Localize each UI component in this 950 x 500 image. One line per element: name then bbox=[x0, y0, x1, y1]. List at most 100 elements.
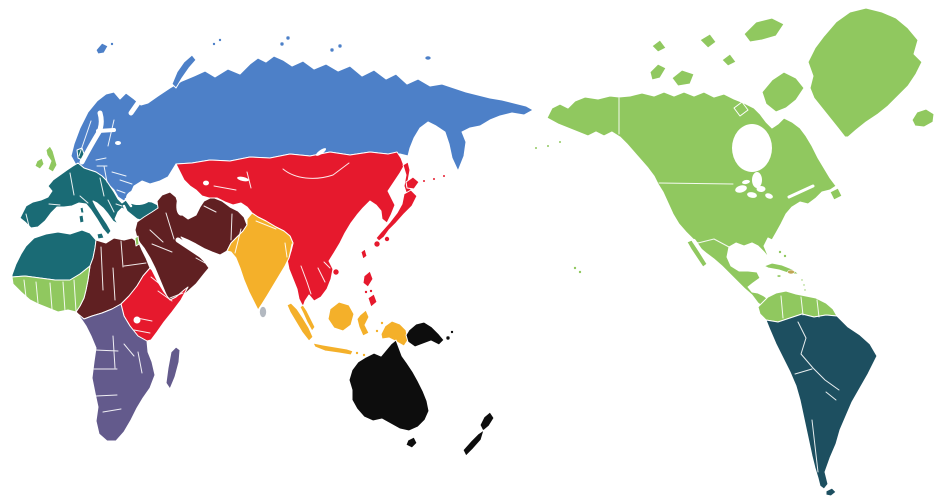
malay-peninsula bbox=[299, 304, 316, 332]
china-central-se-asia bbox=[175, 151, 405, 308]
sardinia-island bbox=[78, 214, 85, 224]
hokkaido-island bbox=[405, 176, 420, 190]
greenland bbox=[807, 7, 923, 138]
kuril-islet bbox=[432, 177, 436, 181]
caspian-sea bbox=[176, 186, 192, 216]
lesser-sunda-islet bbox=[355, 351, 359, 355]
border-lines-west-africa bbox=[23, 279, 77, 312]
hainan-island bbox=[332, 268, 340, 276]
luzon-island bbox=[362, 270, 374, 288]
hudson-bay bbox=[732, 124, 772, 172]
kyushu-island bbox=[373, 240, 381, 248]
border-lines-southern-africa bbox=[93, 335, 143, 413]
mindanao-island bbox=[367, 293, 378, 308]
region-southern-africa bbox=[75, 303, 181, 442]
border-lines-south-asia bbox=[234, 220, 293, 259]
victoria-island bbox=[671, 69, 695, 87]
tasmania-island bbox=[405, 436, 418, 449]
border-lines-middle-east bbox=[149, 205, 233, 299]
lesser-antilles-islet bbox=[803, 288, 807, 292]
ellesmere-island bbox=[743, 17, 785, 43]
arctic-islet bbox=[721, 53, 737, 67]
sea-of-okhotsk bbox=[420, 131, 444, 165]
sumatra-island bbox=[286, 302, 314, 342]
sakhalin-island bbox=[402, 161, 412, 196]
svalbard-islet bbox=[110, 42, 114, 46]
borneo-island bbox=[327, 301, 355, 332]
severnaya-zemlya-islet bbox=[279, 41, 285, 47]
white-sea-channel bbox=[128, 100, 141, 116]
great-lake bbox=[742, 179, 750, 185]
gulf-of-california bbox=[692, 239, 711, 265]
aral-sea bbox=[203, 180, 209, 186]
region-hispaniola bbox=[787, 269, 795, 275]
new-britain-islet bbox=[445, 335, 451, 341]
border-lines-scandinavia-east-europe bbox=[78, 119, 133, 194]
australia-mainland bbox=[348, 339, 430, 432]
arctic-islet bbox=[651, 39, 667, 53]
lesser-antilles-islet bbox=[800, 278, 804, 282]
border-lines-north-africa bbox=[100, 240, 147, 301]
lake-baikal bbox=[315, 148, 327, 156]
kuril-islet bbox=[442, 174, 446, 178]
corsica-island bbox=[79, 206, 85, 214]
moluccas-islet bbox=[380, 321, 384, 325]
ireland-island bbox=[34, 157, 45, 170]
inland-seas bbox=[115, 124, 773, 324]
country-borders bbox=[23, 97, 840, 473]
region-south-asia-indonesia bbox=[226, 212, 409, 359]
shikoku-island bbox=[384, 236, 390, 242]
arctic-islet bbox=[699, 33, 717, 49]
visayas-islet bbox=[364, 290, 368, 294]
great-lake bbox=[747, 192, 757, 198]
border-lines-south-america bbox=[780, 295, 840, 473]
great-britain-island bbox=[45, 145, 58, 173]
region-south-america bbox=[765, 313, 878, 497]
madagascar-island bbox=[165, 346, 181, 390]
sri-lanka-island bbox=[259, 306, 267, 318]
border-lines-europe bbox=[25, 172, 123, 227]
wrangel-island bbox=[424, 55, 432, 61]
great-lake bbox=[735, 185, 747, 193]
baffin-island bbox=[761, 71, 805, 113]
north-america-mainland bbox=[546, 91, 837, 314]
lesser-antilles-islet bbox=[802, 283, 806, 287]
new-siberian-islet bbox=[337, 43, 343, 49]
lake-ladoga bbox=[115, 141, 121, 145]
region-oceania bbox=[348, 321, 495, 457]
south-america-mainland bbox=[765, 313, 878, 490]
israel bbox=[134, 235, 140, 247]
bahamas-islet bbox=[783, 254, 787, 258]
lake-balkhash bbox=[237, 176, 249, 182]
franz-josef-islet bbox=[212, 42, 216, 46]
black-sea bbox=[126, 188, 152, 206]
svalbard-island bbox=[95, 42, 109, 55]
novaya-zemlya-island bbox=[171, 54, 197, 89]
jamaica-island bbox=[776, 274, 782, 278]
border-lines-central-east-asia bbox=[213, 162, 350, 295]
moluccas-islet bbox=[375, 329, 379, 333]
tierra-del-fuego-island bbox=[825, 487, 837, 497]
great-lake bbox=[756, 186, 766, 192]
west-africa bbox=[11, 265, 91, 313]
honshu-island bbox=[375, 189, 418, 242]
aleutian-islet bbox=[534, 146, 538, 150]
bahamas-islet bbox=[778, 250, 782, 254]
franz-josef-islet bbox=[218, 38, 222, 42]
india-pakistan bbox=[226, 212, 294, 311]
new-zealand-north-island bbox=[479, 411, 495, 432]
java-island bbox=[312, 342, 354, 356]
sea-channels bbox=[79, 100, 815, 265]
sulawesi-island bbox=[356, 309, 370, 337]
region-sri-lanka bbox=[259, 306, 267, 318]
banks-island bbox=[649, 63, 667, 81]
sicily-island bbox=[96, 232, 105, 240]
new-zealand-south-island bbox=[462, 429, 485, 457]
taiwan-island bbox=[360, 248, 368, 260]
hawaii-islet bbox=[573, 266, 577, 270]
visayas-islet bbox=[369, 289, 373, 293]
hispaniola-island bbox=[787, 269, 795, 275]
southern-africa-mainland bbox=[75, 303, 156, 442]
europe-turkey-landmass bbox=[19, 162, 163, 236]
